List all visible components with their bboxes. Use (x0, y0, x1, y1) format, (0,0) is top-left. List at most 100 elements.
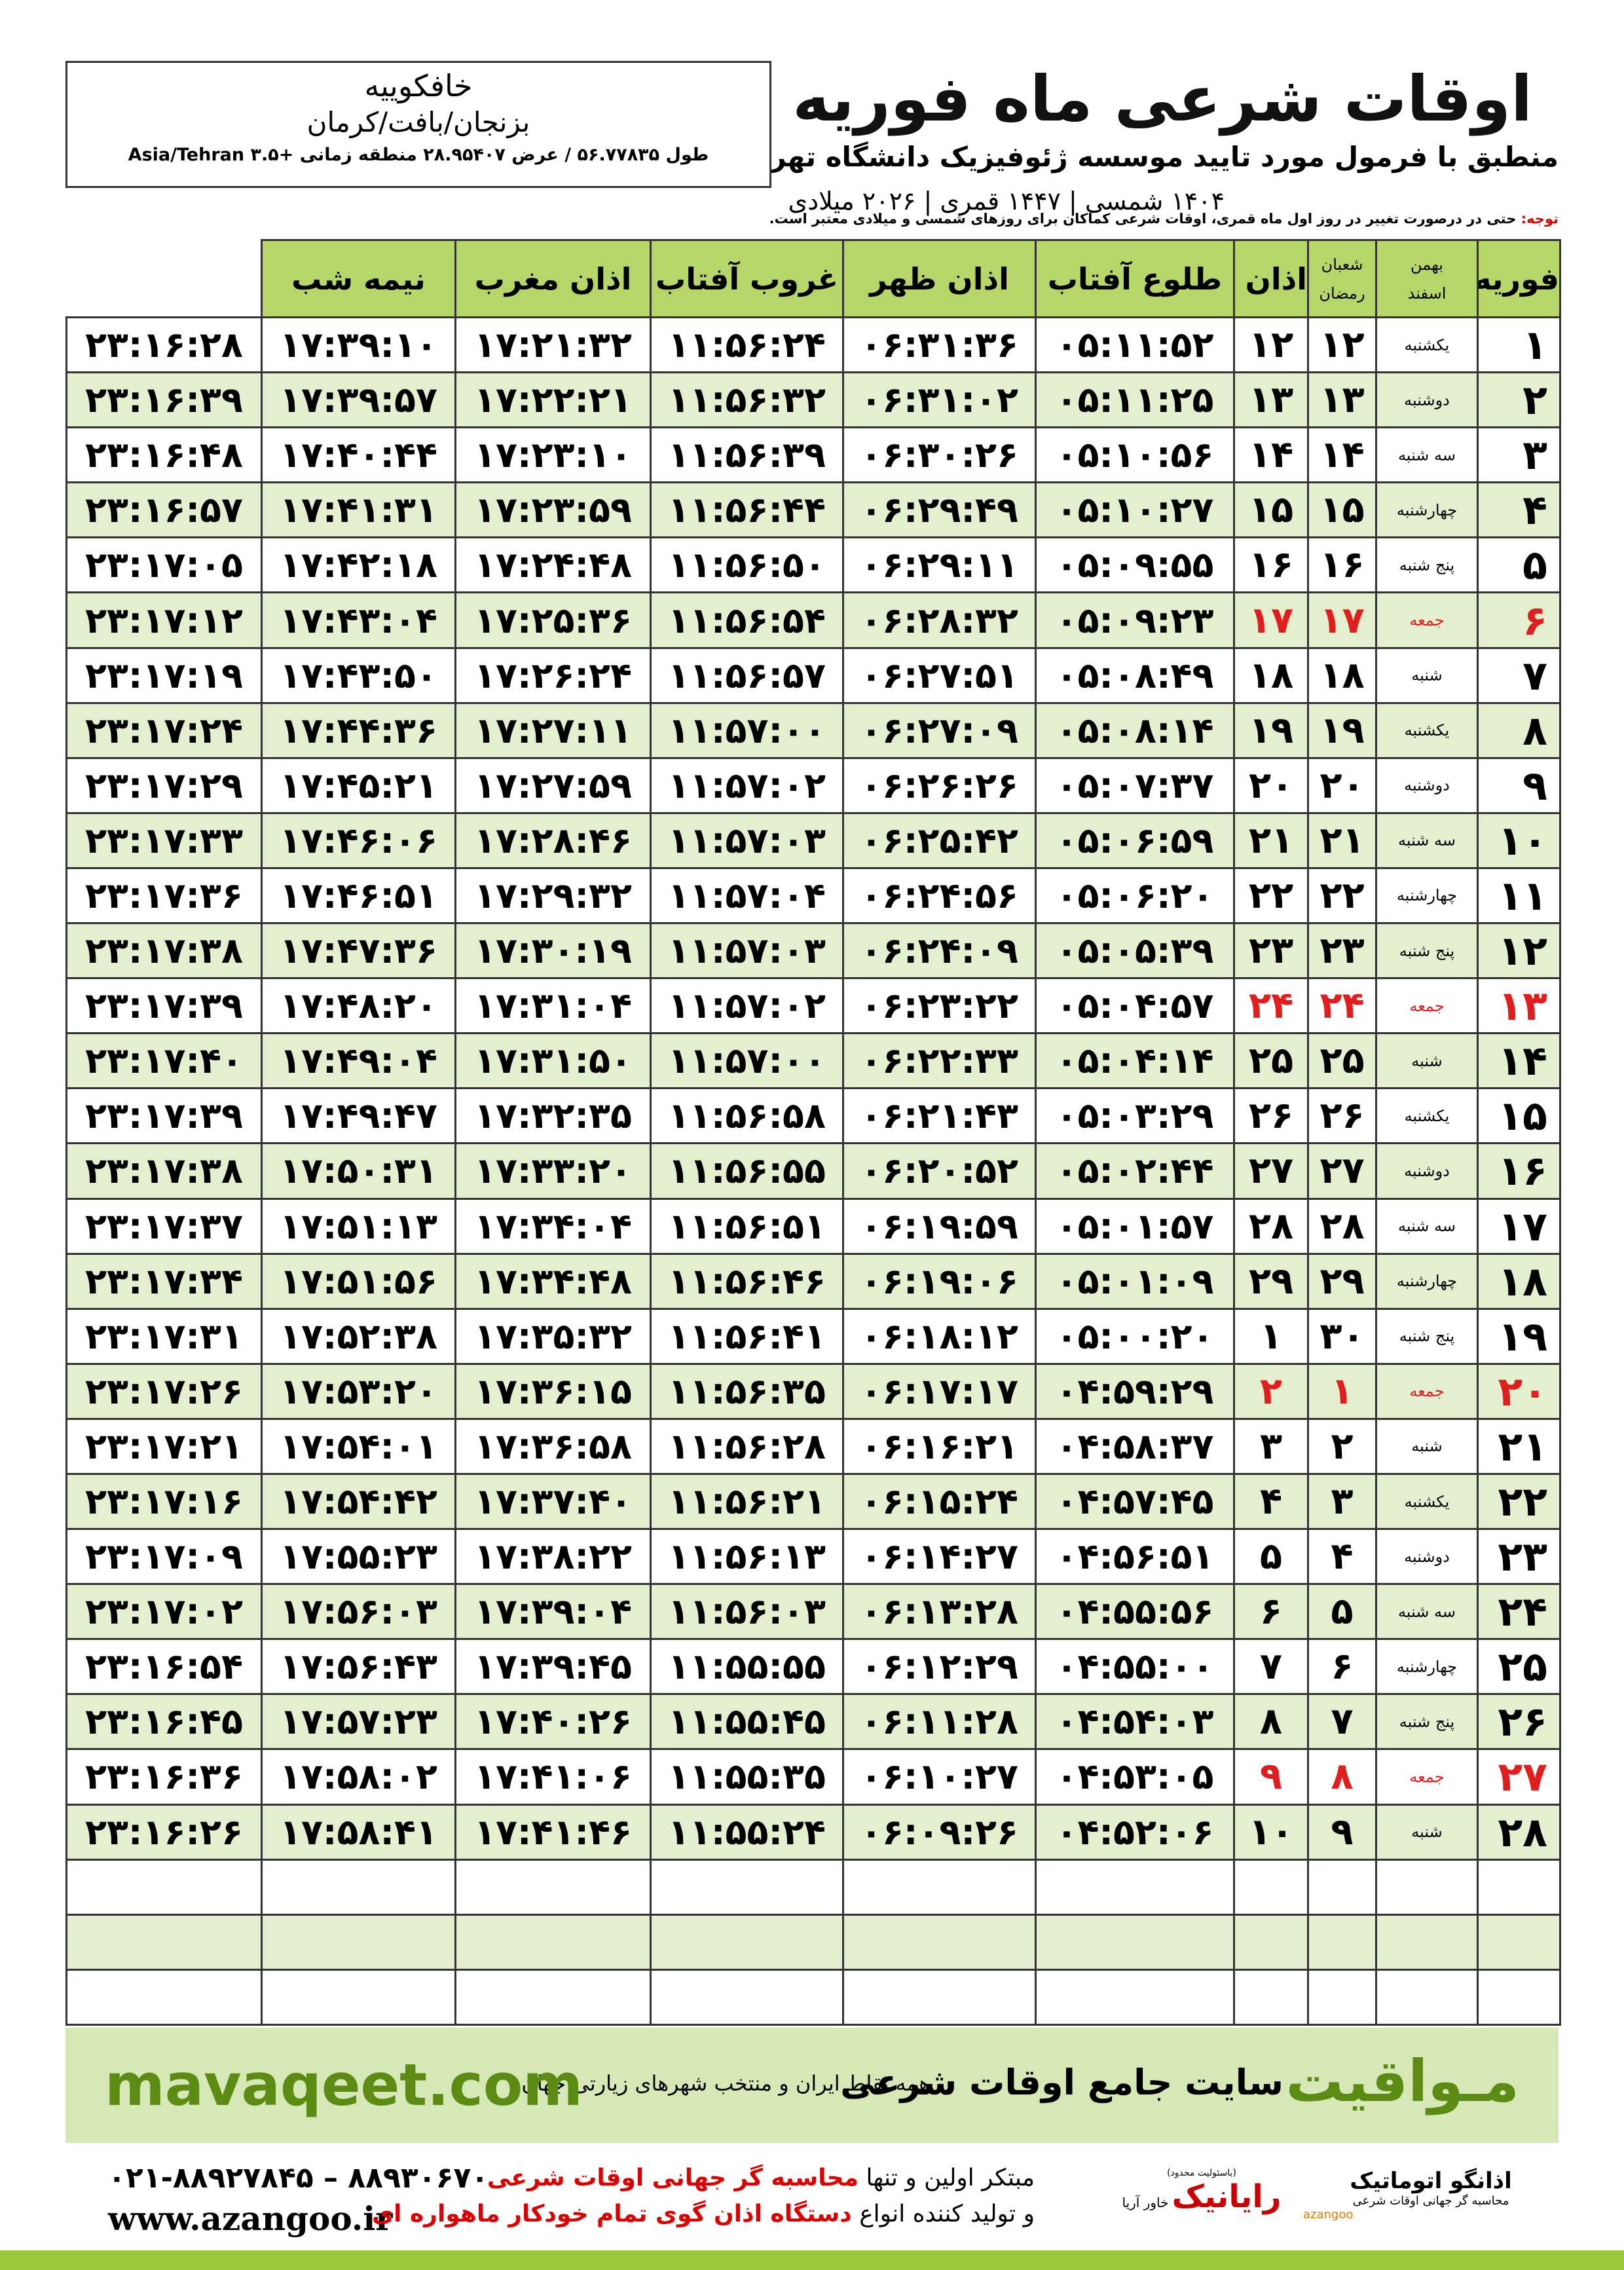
cell: ۹ (1477, 756, 1561, 814)
cell: ۸ (1307, 1748, 1377, 1806)
cell: ۲۳:۱۶:۴۵ (65, 1693, 263, 1751)
cell: ۱۱:۵۷:۰۳ (650, 811, 844, 869)
cell: ۰۵:۰۶:۲۰ (1035, 866, 1235, 925)
cell: ۰۶:۳۰:۲۶ (842, 426, 1037, 484)
note-text: حتی در درصورت تغییر در روز اول ماه قمری،… (769, 211, 1517, 227)
cell: ۱۷:۴۰:۲۶ (454, 1693, 652, 1751)
row: ۲۴ سه شنبه ۵ ۶ ۰۴:۵۵:۵۶ ۰۶:۱۳:۲۸ ۱۱:۵۶:۰۳ ۱۷:۳۹… (65, 1583, 1561, 1641)
cell: ۲۳:۱۶:۲۸ (65, 316, 263, 374)
row: ۱۳ جمعه ۲۴ ۲۴ ۰۵:۰۴:۵۷ ۰۶:۲۳:۲۲ ۱۱:۵۷:۰۲ ۱۷:۳۱:… (65, 977, 1561, 1035)
cell: ۰۶:۱۲:۲۹ (842, 1638, 1037, 1696)
cell: ۱۷:۵۱:۵۶ (261, 1252, 456, 1310)
cell: ۵ (1233, 1528, 1309, 1586)
cell: ۰۵:۰۲:۴۴ (1035, 1142, 1235, 1200)
cell: ۱۷:۲۳:۵۹ (454, 481, 652, 539)
cell: ۳۰ (1307, 1307, 1377, 1365)
tagline: سایت جامع اوقات شرعی (840, 2062, 1283, 2103)
cell: ۲۰ (1477, 1362, 1561, 1420)
cell: ۰۵:۱۱:۲۵ (1035, 371, 1235, 429)
cell: ۰۵:۰۱:۰۹ (1035, 1252, 1235, 1310)
cell: ۱ (1233, 1307, 1309, 1365)
cell: جمعه (1375, 977, 1479, 1035)
cell: ۲۳:۱۷:۳۳ (65, 811, 263, 869)
cell: ۱۳ (1307, 371, 1377, 429)
empty-cell (650, 1858, 844, 1916)
cell: ۲۶ (1477, 1693, 1561, 1751)
cell: ۷ (1477, 646, 1561, 704)
cell: ۲۱ (1477, 1417, 1561, 1475)
cell: ۱۵ (1307, 481, 1377, 539)
header-text: اسفند (1407, 284, 1447, 303)
cell: ۲۳:۱۷:۳۱ (65, 1307, 263, 1365)
cell: ۰۶:۱۴:۲۷ (842, 1528, 1037, 1586)
cell: ۱۷:۵۶:۰۳ (261, 1583, 456, 1641)
cell: دوشنبه (1375, 756, 1479, 814)
column-header: فوریه (1477, 239, 1561, 318)
cell: ۱۷:۴۶:۵۱ (261, 866, 456, 925)
empty-cell (1307, 1968, 1377, 2026)
row: ۱۰ سه شنبه ۲۱ ۲۱ ۰۵:۰۶:۵۹ ۰۶:۲۵:۴۲ ۱۱:۵۷:۰۳ ۱۷:… (65, 811, 1561, 869)
cell: ۴ (1307, 1528, 1377, 1586)
cell: ۰۴:۵۵:۰۰ (1035, 1638, 1235, 1696)
empty-cell (1035, 1968, 1235, 2026)
cell: ۱۷:۳۰:۱۹ (454, 922, 652, 980)
cell: ۱۷:۵۴:۰۱ (261, 1417, 456, 1475)
cell: ۰۶:۰۹:۲۶ (842, 1803, 1037, 1861)
city: خافکوییه (364, 68, 473, 103)
cell: ۳ (1233, 1417, 1309, 1475)
empty-cell (650, 1913, 844, 1971)
cell: چهارشنبه (1375, 481, 1479, 539)
cell: ۰۵:۰۱:۵۷ (1035, 1197, 1235, 1255)
footer-line: مبتکر اولین و تنها محاسبه گر جهانی اوقات… (487, 2165, 1035, 2191)
cell: ۳ (1307, 1472, 1377, 1531)
column-header: اذان صبح (1233, 239, 1309, 318)
cell: ۰۵:۰۶:۵۹ (1035, 811, 1235, 869)
empty-cell (1233, 1968, 1309, 2026)
cell: ۱۱:۵۶:۴۴ (650, 481, 844, 539)
cell: ۱۷:۵۱:۱۳ (261, 1197, 456, 1255)
cell: ۱۱:۵۶:۵۷ (650, 646, 844, 704)
cell: ۰۵:۰۴:۵۷ (1035, 977, 1235, 1035)
cell: ۰۵:۱۱:۵۲ (1035, 316, 1235, 374)
cell: ۲۱ (1307, 811, 1377, 869)
header-text: شعبان (1321, 255, 1363, 274)
cell: ۰۵:۰۰:۲۰ (1035, 1307, 1235, 1365)
cell: ۱۰ (1477, 811, 1561, 869)
cell: ۱۷:۴۰:۴۴ (261, 426, 456, 484)
cell: ۴ (1477, 481, 1561, 539)
cell: ۲۳:۱۷:۳۷ (65, 1197, 263, 1255)
cell: ۰۴:۵۴:۰۳ (1035, 1693, 1235, 1751)
cell: ۰۶:۲۰:۵۲ (842, 1142, 1037, 1200)
row: ۱۸ چهارشنبه ۲۹ ۲۹ ۰۵:۰۱:۰۹ ۰۶:۱۹:۰۶ ۱۱:۵۶:۴۶ ۱۷… (65, 1252, 1561, 1310)
cell: دوشنبه (1375, 1142, 1479, 1200)
cell: ۲۲ (1477, 1472, 1561, 1531)
cell: ۰۶:۲۹:۱۱ (842, 536, 1037, 594)
cell: ۰۶:۱۱:۲۸ (842, 1693, 1037, 1751)
cell: ۱۱:۵۵:۲۴ (650, 1803, 844, 1861)
cell: ۲۳:۱۶:۳۶ (65, 1748, 263, 1806)
empty-cell (65, 1913, 263, 1971)
cell: چهارشنبه (1375, 866, 1479, 925)
cell: ۰۵:۰۷:۳۷ (1035, 756, 1235, 814)
dates: ۱۴۰۴ شمسی | ۱۴۴۷ قمری | ۲۰۲۶ میلادی (788, 187, 1225, 215)
cell: ۱۱:۵۶:۳۵ (650, 1362, 844, 1420)
row: ۱۲ پنج شنبه ۲۳ ۲۳ ۰۵:۰۵:۳۹ ۰۶:۲۴:۰۹ ۱۱:۵۷:۰۳ ۱۷… (65, 922, 1561, 980)
cell: ۱۲ (1233, 316, 1309, 374)
cell: ۱۷:۳۲:۳۵ (454, 1087, 652, 1145)
empty-row (65, 1968, 1561, 2026)
cell: ۲۳:۱۷:۳۸ (65, 1142, 263, 1200)
cell: ۲۰ (1307, 756, 1377, 814)
empty-cell (1233, 1858, 1309, 1916)
cell: ۱۴ (1307, 426, 1377, 484)
cell: ۱۷:۳۹:۴۵ (454, 1638, 652, 1696)
cell: ۸ (1233, 1693, 1309, 1751)
cell: ۱۷:۵۶:۴۳ (261, 1638, 456, 1696)
row: ۲۲ یکشنبه ۳ ۴ ۰۴:۵۷:۴۵ ۰۶:۱۵:۲۴ ۱۱:۵۶:۲۱ ۱۷:۳۷:… (65, 1472, 1561, 1531)
cell: ۲ (1477, 371, 1561, 429)
cell: ۱۱:۵۶:۲۱ (650, 1472, 844, 1531)
cell: ۲۳:۱۷:۲۱ (65, 1417, 263, 1475)
url: mavaqeet.com (105, 2051, 583, 2119)
cell: ۱۱:۵۷:۰۲ (650, 977, 844, 1035)
cell: ۱۲ (1477, 922, 1561, 980)
cell: ۱۱:۵۶:۵۸ (650, 1087, 844, 1145)
